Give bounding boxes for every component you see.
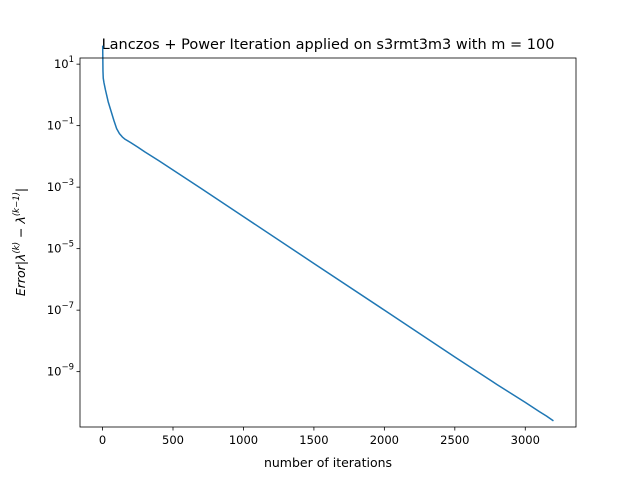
y-axis-label: Error|λ(k) − λ(k−1)| [12,188,28,296]
y-tick-label: 10−3 [47,178,74,194]
y-axis-label-sup-k: (k) [12,242,22,254]
y-axis-label-minus: − [13,224,28,242]
x-tick-label: 1500 [299,433,328,447]
axes-frame [79,57,577,428]
y-tick-label: 10−7 [47,301,74,317]
plot-area: 0 500 1000 1500 2000 2500 3000 101 10−1 10−3 10−5 1… [47,45,577,447]
series-line-0 [101,45,554,422]
x-tick-label: 1000 [229,433,258,447]
x-tick-label: 2500 [440,433,469,447]
y-axis-label-lambda: λ [13,254,28,262]
y-axis-label-lambda-2: λ [13,216,28,224]
y-tick-label: 10−9 [47,363,74,379]
y-tick-label: 101 [54,55,74,71]
x-tick-label: 2000 [370,433,399,447]
x-axis-label: number of iterations [264,455,392,470]
y-axis-label-sup-k-minus-1: (k−1) [12,192,22,216]
chart-title: Lanczos + Power Iteration applied on s3r… [102,37,555,53]
x-tick-label: 0 [99,433,106,447]
y-tick-label: 10−1 [47,117,74,133]
x-tick-label: 500 [162,433,184,447]
y-tick-label: 10−5 [47,240,74,256]
x-tick-label: 3000 [511,433,540,447]
y-axis-label-prefix: Error [13,264,28,296]
